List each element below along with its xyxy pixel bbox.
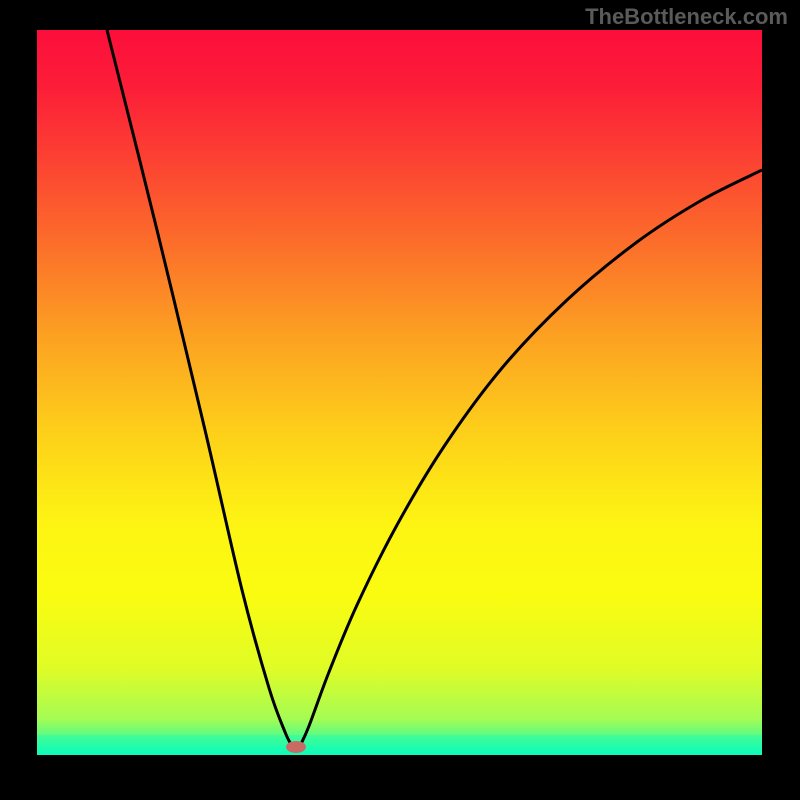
chart-minimum-marker bbox=[286, 741, 306, 753]
chart-curve-svg bbox=[37, 30, 762, 755]
chart-curve-left-branch bbox=[107, 30, 292, 746]
watermark-text: TheBottleneck.com bbox=[585, 4, 788, 30]
chart-plot-area bbox=[37, 30, 762, 755]
chart-curve-right-branch bbox=[300, 170, 762, 746]
